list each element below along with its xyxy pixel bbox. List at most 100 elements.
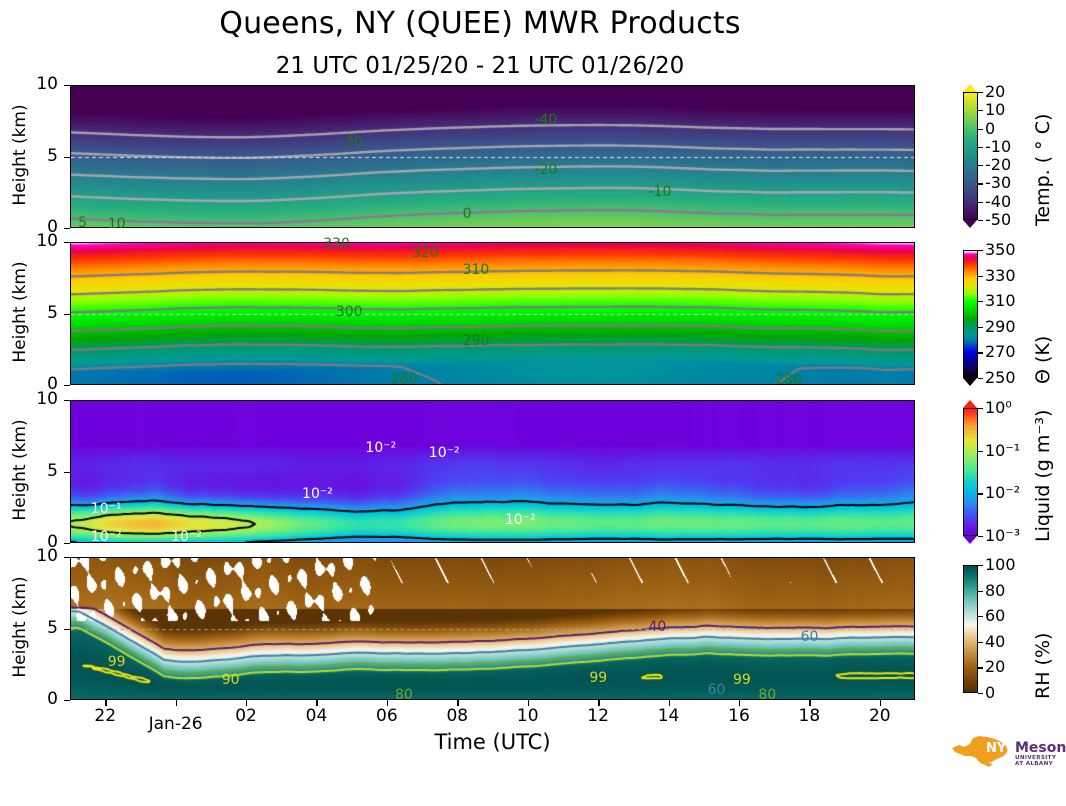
- logo-divider: [1011, 738, 1013, 756]
- x-tick-06: 06: [376, 706, 398, 726]
- contour-label-temperature-6: 5: [78, 215, 88, 232]
- logo-mesonet-text: Mesonet: [1015, 740, 1066, 756]
- colorbar-tickmark: [978, 493, 983, 495]
- contour-label-temperature-0: -40: [534, 112, 558, 129]
- y-tickmark: [64, 242, 70, 244]
- contour-label-relative_humidity-7: 80: [395, 686, 413, 703]
- colorbar-tickmark: [978, 275, 983, 277]
- x-tickmark: [809, 700, 811, 706]
- y-tickmark: [64, 400, 70, 402]
- colorbar-tick-relative_humidity-1: 80: [985, 580, 1006, 600]
- y-tickmark: [64, 385, 70, 387]
- colorbar-tickmark: [978, 536, 983, 538]
- contour-label-potential_temperature-0: 330: [323, 235, 350, 252]
- colorbar-tick-temperature-0: 20: [985, 82, 1006, 101]
- colorbar-tick-temperature-3: -10: [985, 136, 1012, 156]
- colorbar-tick-potential_temperature-3: 290: [985, 316, 1016, 336]
- colorbar-extend-bottom-potential_temperature: [963, 378, 977, 386]
- y-tick-temperature-10: 10: [36, 74, 58, 94]
- colorbar-tickmark: [978, 667, 983, 669]
- contour-label-temperature-3: -10: [648, 183, 672, 200]
- colorbar-title-liquid_water_content: Liquid (g m⁻³): [1032, 409, 1054, 542]
- logo-nys-text: NYS: [986, 741, 1016, 756]
- x-axis-label: Time (UTC): [434, 730, 551, 754]
- colorbar-tick-relative_humidity-4: 20: [985, 657, 1006, 677]
- y-tick-potential-temperature-0: 0: [47, 374, 58, 394]
- nys-mesonet-logo: NYS Mesonet UNIVERSITY AT ALBANY: [949, 732, 1066, 772]
- y-tick-relative-humidity-0: 0: [47, 689, 58, 709]
- contour-label-temperature-2: -20: [534, 161, 558, 178]
- contour-label-potential_temperature-1: 320: [411, 245, 439, 262]
- y-tick-relative-humidity-5: 5: [47, 617, 58, 638]
- colorbar-extend-bottom-liquid_water_content: [963, 536, 977, 544]
- colorbar-tickmark: [978, 450, 983, 452]
- colorbar-tick-potential_temperature-4: 270: [985, 342, 1016, 362]
- colorbar-extend-top-liquid_water_content: [963, 400, 977, 408]
- x-tick-18: 18: [798, 706, 821, 726]
- y-tickmark: [64, 471, 70, 473]
- x-tick-02: 02: [235, 706, 257, 726]
- contour-label-liquid_water_content-3: 10⁻²: [504, 511, 536, 528]
- colorbar-tickmark: [978, 250, 983, 252]
- x-tickmark: [105, 700, 107, 706]
- y-tick-liquid-water-0: 0: [47, 532, 58, 552]
- colorbar-tickmark: [978, 220, 983, 222]
- contour-label-relative_humidity-6: 99: [733, 671, 751, 688]
- x-tick-20: 20: [868, 706, 891, 726]
- y-tickmark: [64, 700, 70, 702]
- y-tickmark: [64, 228, 70, 230]
- colorbar-tick-potential_temperature-5: 250: [985, 368, 1016, 387]
- colorbar-tick-potential_temperature-2: 310: [985, 291, 1016, 311]
- colorbar-tick-liquid_water_content-1: 10⁻¹: [985, 440, 1021, 460]
- colorbar-title-relative_humidity: RH (%): [1032, 632, 1054, 699]
- x-tickmark: [738, 700, 741, 706]
- contour-label-relative_humidity-1: 60: [800, 628, 819, 645]
- x-tick-16: 16: [728, 706, 750, 726]
- colorbar-tick-potential_temperature-0: 350: [985, 240, 1016, 259]
- colorbar-relative_humidity: [963, 565, 978, 693]
- x-tick-04: 04: [305, 706, 328, 726]
- page-subtitle: 21 UTC 01/25/20 - 21 UTC 01/26/20: [275, 53, 685, 79]
- colorbar-tickmark: [978, 146, 983, 149]
- contour-label-temperature-1: -30: [340, 133, 363, 150]
- x-tickmark: [316, 700, 318, 706]
- colorbar-potential_temperature: [963, 250, 978, 378]
- contour-label-potential_temperature-6: 280: [775, 372, 802, 389]
- contour-label-liquid_water_content-6: 10⁻²: [171, 528, 202, 545]
- contour-label-relative_humidity-5: 99: [589, 669, 608, 686]
- colorbar-tickmark: [978, 616, 983, 618]
- colorbar-tickmark: [978, 165, 983, 167]
- colorbar-tickmark: [978, 352, 983, 354]
- colorbar-tickmark: [978, 183, 983, 185]
- contour-label-liquid_water_content-2: 10⁻²: [302, 486, 333, 503]
- colorbar-tick-relative_humidity-3: 40: [985, 631, 1006, 651]
- colorbar-tick-temperature-5: -30: [985, 173, 1012, 193]
- colorbar-extend-top-temperature: [963, 84, 977, 92]
- panel-potential-temperature: [70, 242, 915, 385]
- y-tick-relative-humidity-10: 10: [36, 546, 58, 566]
- colorbar-tick-temperature-6: -40: [985, 191, 1012, 211]
- contour-label-potential_temperature-3: 300: [335, 303, 363, 320]
- x-tickmark: [879, 700, 882, 706]
- colorbar-tick-relative_humidity-5: 0: [985, 683, 996, 702]
- colorbar-tickmark: [978, 641, 983, 643]
- colorbar-tick-potential_temperature-1: 330: [985, 265, 1016, 285]
- x-tickmark: [175, 700, 178, 706]
- colorbar-tick-liquid_water_content-3: 10⁻³: [985, 526, 1021, 545]
- y-tickmark: [64, 85, 70, 87]
- x-tickmark: [527, 700, 530, 706]
- colorbar-liquid_water_content: [963, 408, 978, 536]
- contour-label-liquid_water_content-4: 10⁻¹: [90, 501, 122, 518]
- colorbar-tickmark: [978, 92, 983, 94]
- y-tick-liquid-water-10: 10: [36, 389, 58, 409]
- colorbar-tickmark: [978, 128, 983, 130]
- contour-label-relative_humidity-2: 60: [707, 681, 726, 698]
- y-tickmark: [64, 543, 70, 545]
- colorbar-tick-temperature-7: -50: [985, 210, 1012, 229]
- y-tickmark: [64, 557, 70, 559]
- x-tickmark: [668, 700, 670, 706]
- contour-label-relative_humidity-4: 99: [107, 653, 126, 670]
- logo-university-text: UNIVERSITY AT ALBANY: [1015, 755, 1057, 767]
- y-tick-potential-temperature-5: 5: [47, 302, 58, 323]
